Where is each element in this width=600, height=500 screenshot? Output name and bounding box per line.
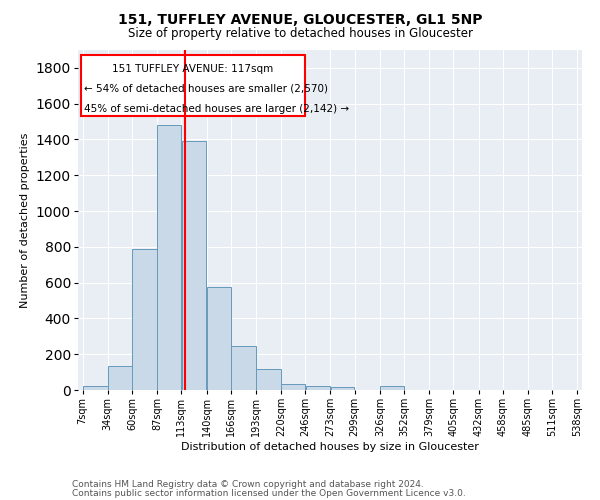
Text: Contains public sector information licensed under the Open Government Licence v3: Contains public sector information licen… (72, 488, 466, 498)
Y-axis label: Number of detached properties: Number of detached properties (20, 132, 30, 308)
Bar (207, 287, 230, 390)
Bar (281, 384, 305, 390)
Text: 151, TUFFLEY AVENUE, GLOUCESTER, GL1 5NP: 151, TUFFLEY AVENUE, GLOUCESTER, GL1 5NP (118, 12, 482, 26)
FancyBboxPatch shape (81, 56, 305, 116)
Bar (380, 386, 404, 390)
Text: Contains HM Land Registry data © Crown copyright and database right 2024.: Contains HM Land Registry data © Crown c… (72, 480, 424, 489)
Bar (305, 386, 330, 390)
Bar (108, 366, 132, 390)
Bar (231, 346, 256, 390)
Bar (256, 370, 281, 390)
Bar (132, 248, 157, 390)
Text: 45% of semi-detached houses are larger (2,142) →: 45% of semi-detached houses are larger (… (83, 104, 349, 114)
Text: Size of property relative to detached houses in Gloucester: Size of property relative to detached ho… (128, 28, 473, 40)
Text: 151 TUFFLEY AVENUE: 117sqm: 151 TUFFLEY AVENUE: 117sqm (112, 64, 274, 74)
Bar (83, 386, 107, 390)
Bar (182, 142, 206, 390)
Text: ← 54% of detached houses are smaller (2,570): ← 54% of detached houses are smaller (2,… (83, 84, 328, 94)
X-axis label: Distribution of detached houses by size in Gloucester: Distribution of detached houses by size … (181, 442, 479, 452)
Bar (157, 125, 181, 390)
Bar (331, 388, 355, 390)
